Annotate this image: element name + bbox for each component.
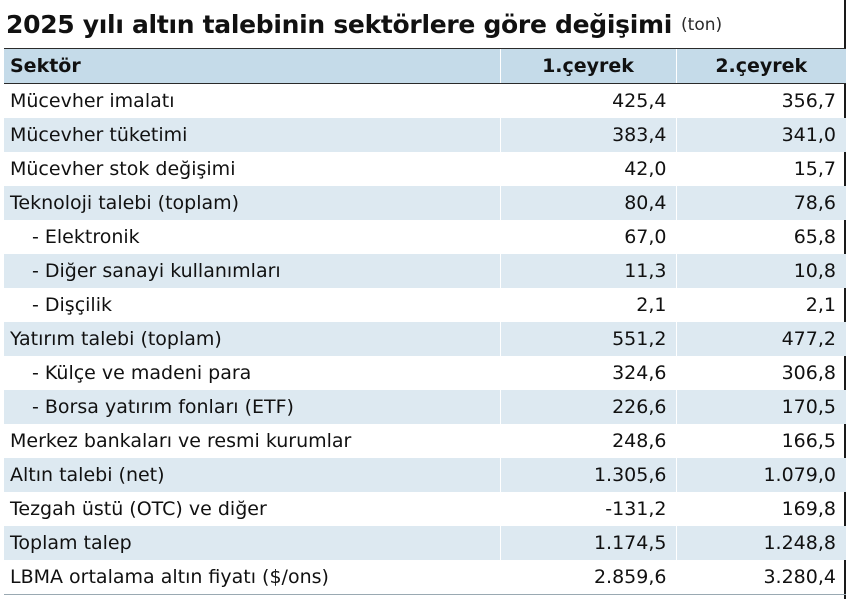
row-sector: Mücevher stok değişimi <box>10 158 236 180</box>
row-sector: - Borsa yatırım fonları (ETF) <box>4 390 500 424</box>
row-sector: Mücevher tüketimi <box>4 118 500 152</box>
row-q2-value: 10,8 <box>675 254 846 288</box>
column-header-q2: 2.çeyrek <box>675 48 846 84</box>
row-sector: - Dişçilik <box>32 294 112 316</box>
row-q2-value: 169,8 <box>675 492 846 526</box>
row-q1-value: 42,0 <box>499 152 676 186</box>
row-sector: LBMA ortalama altın fiyatı ($/ons) <box>4 560 500 595</box>
row-q1-value: 1.305,6 <box>499 458 676 492</box>
row-sector: Tezgah üstü (OTC) ve diğer <box>10 498 267 520</box>
table-row: - Borsa yatırım fonları (ETF) 226,6 170,… <box>4 390 846 424</box>
row-q1-value: 383,4 <box>499 118 676 152</box>
table-row: - Elektronik 67,0 65,8 <box>4 220 846 254</box>
table-row: - Külçe ve madeni para 324,6 306,8 <box>4 356 846 390</box>
table-row: LBMA ortalama altın fiyatı ($/ons) 2.859… <box>4 560 846 595</box>
row-q1-value: 425,4 <box>499 83 676 118</box>
row-sector: Merkez bankaları ve resmi kurumlar <box>10 430 352 452</box>
table-row: - Dişçilik 2,1 2,1 <box>4 288 846 322</box>
row-q2-value: 356,7 <box>675 83 846 118</box>
row-q1-value: -131,2 <box>499 492 676 526</box>
row-q1-value: 2,1 <box>499 288 676 322</box>
row-q2-value: 477,2 <box>675 322 846 356</box>
figure-title: 2025 yılı altın talebinin sektörlere gör… <box>0 0 844 48</box>
row-q2-value: 2,1 <box>675 288 846 322</box>
row-q2-value: 1.079,0 <box>675 458 846 492</box>
row-q2-value: 65,8 <box>675 220 846 254</box>
table-row: Teknoloji talebi (toplam) 80,4 78,6 <box>4 186 846 220</box>
table-row: Mücevher stok değişimi 42,0 15,7 <box>4 152 846 186</box>
row-q2-value: 166,5 <box>675 424 846 458</box>
row-q1-value: 1.174,5 <box>499 526 676 560</box>
row-sector: Altın talebi (net) <box>4 458 500 492</box>
row-q1-value: 551,2 <box>499 322 676 356</box>
gold-demand-table: Sektör 1.çeyrek 2.çeyrek Mücevher imalat… <box>4 48 846 595</box>
row-q1-value: 2.859,6 <box>499 560 676 595</box>
row-q2-value: 306,8 <box>675 356 846 390</box>
row-q1-value: 324,6 <box>499 356 676 390</box>
table-row: - Diğer sanayi kullanımları 11,3 10,8 <box>4 254 846 288</box>
row-q1-value: 248,6 <box>499 424 676 458</box>
row-sector: - Diğer sanayi kullanımları <box>4 254 500 288</box>
table-row: Yatırım talebi (toplam) 551,2 477,2 <box>4 322 846 356</box>
row-q1-value: 67,0 <box>499 220 676 254</box>
row-q1-value: 80,4 <box>499 186 676 220</box>
row-q2-value: 15,7 <box>675 152 846 186</box>
row-sector: - Elektronik <box>32 226 140 248</box>
title-text: 2025 yılı altın talebinin sektörlere gör… <box>6 9 673 39</box>
row-sector: Teknoloji talebi (toplam) <box>4 186 500 220</box>
table-row: Altın talebi (net) 1.305,6 1.079,0 <box>4 458 846 492</box>
row-q2-value: 3.280,4 <box>675 560 846 595</box>
table-row: Mücevher tüketimi 383,4 341,0 <box>4 118 846 152</box>
table-header-row: Sektör 1.çeyrek 2.çeyrek <box>4 48 846 84</box>
column-header-sector: Sektör <box>4 48 500 84</box>
row-q1-value: 226,6 <box>499 390 676 424</box>
row-q2-value: 341,0 <box>675 118 846 152</box>
title-unit: (ton) <box>681 15 723 35</box>
row-sector: - Külçe ve madeni para <box>32 362 252 384</box>
table-row: Toplam talep 1.174,5 1.248,8 <box>4 526 846 560</box>
row-q2-value: 78,6 <box>675 186 846 220</box>
table-row: Tezgah üstü (OTC) ve diğer -131,2 169,8 <box>4 492 846 526</box>
row-q2-value: 170,5 <box>675 390 846 424</box>
row-q1-value: 11,3 <box>499 254 676 288</box>
table-row: Mücevher imalatı 425,4 356,7 <box>4 83 846 118</box>
row-sector: Yatırım talebi (toplam) <box>4 322 500 356</box>
row-sector: Toplam talep <box>4 526 500 560</box>
column-header-q1: 1.çeyrek <box>499 48 676 84</box>
row-sector: Mücevher imalatı <box>10 90 175 112</box>
row-q2-value: 1.248,8 <box>675 526 846 560</box>
table-row: Merkez bankaları ve resmi kurumlar 248,6… <box>4 424 846 458</box>
